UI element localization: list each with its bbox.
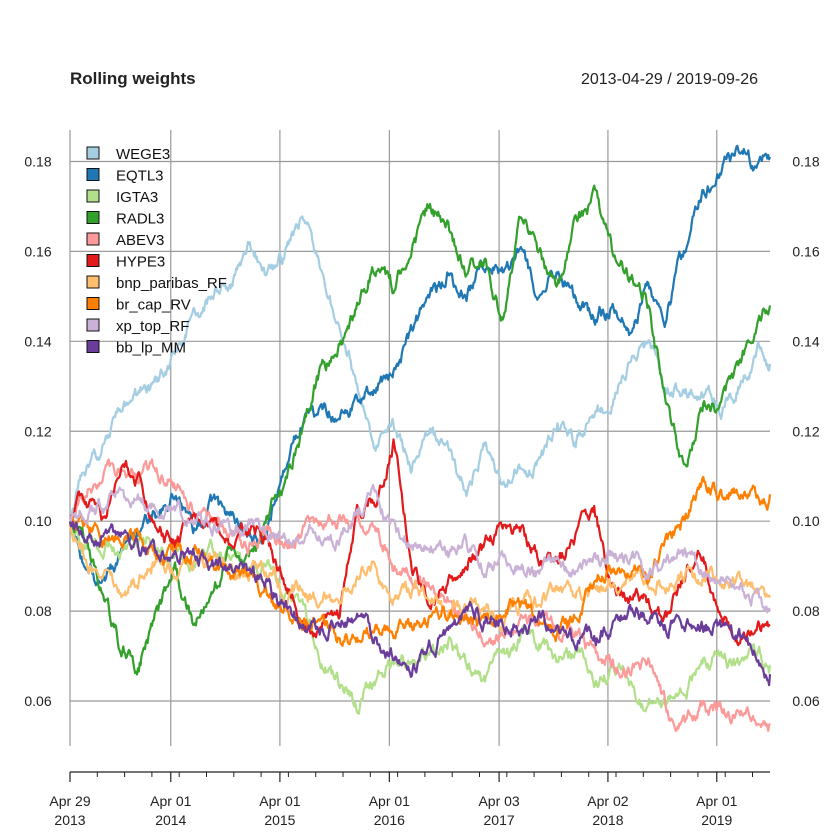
legend-label: ABEV3 (116, 232, 164, 249)
legend: WEGE3 EQTL3 IGTA3 RADL3 ABEV3 HYPE3 bnp_pariba… (86, 146, 227, 357)
series-lines (68, 144, 772, 732)
y-tick-label-right: 0.06 (792, 693, 819, 709)
legend-label: IGTA3 (116, 189, 158, 206)
y-tick-label-right: 0.10 (792, 513, 819, 529)
legend-swatch (86, 146, 100, 160)
legend-label: bnp_paribas_RF (116, 275, 227, 292)
date-range-label: 2013-04-29 / 2019-09-26 (581, 71, 758, 88)
series-line-radl3 (69, 184, 772, 676)
axes: 0.06 0.06 0.08 0.08 0.10 0.10 0.12 0.12 0.14 0.14… (24, 153, 819, 828)
legend-label: bb_lp_MM (116, 340, 186, 357)
x-tick-label-bottom: 2016 (374, 812, 405, 828)
legend-label: EQTL3 (116, 168, 164, 185)
legend-label: RADL3 (116, 211, 164, 228)
legend-label: HYPE3 (116, 254, 165, 271)
y-tick-label-left: 0.08 (24, 603, 51, 619)
legend-swatch (86, 340, 100, 353)
legend-swatch (86, 232, 100, 246)
series-line-xp-top-rf (68, 483, 772, 614)
legend-swatch (86, 318, 100, 332)
x-tick-label-top: Apr 01 (696, 793, 737, 809)
x-tick-label-top: Apr 02 (587, 793, 628, 809)
series-line-eqtl3 (68, 144, 772, 587)
legend-swatch (86, 254, 100, 267)
y-tick-label-right: 0.12 (792, 423, 819, 439)
y-tick-label-left: 0.14 (24, 333, 51, 349)
legend-swatch (86, 168, 100, 181)
legend-label: xp_top_RF (116, 318, 189, 335)
x-tick-label-top: Apr 01 (150, 793, 191, 809)
y-tick-label-right: 0.18 (792, 153, 819, 169)
legend-swatch (86, 189, 100, 203)
legend-swatch (86, 275, 100, 289)
chart-title: Rolling weights (70, 69, 196, 88)
y-tick-label-left: 0.06 (24, 693, 51, 709)
y-tick-label-left: 0.16 (24, 243, 51, 259)
x-tick-label-top: Apr 29 (49, 793, 90, 809)
x-tick-label-bottom: 2013 (54, 812, 85, 828)
y-tick-label-right: 0.14 (792, 333, 819, 349)
y-tick-label-left: 0.18 (24, 153, 51, 169)
x-tick-label-bottom: 2018 (592, 812, 623, 828)
series-line-wege3 (68, 215, 772, 526)
x-tick-label-bottom: 2017 (484, 812, 515, 828)
legend-label: br_cap_RV (116, 297, 191, 314)
legend-swatch (86, 297, 100, 310)
y-tick-label-left: 0.10 (24, 513, 51, 529)
grid (69, 130, 770, 746)
x-tick-label-top: Apr 03 (478, 793, 519, 809)
x-tick-label-bottom: 2019 (701, 812, 732, 828)
x-tick-label-top: Apr 01 (369, 793, 410, 809)
legend-swatch (86, 211, 100, 224)
y-tick-label-right: 0.08 (792, 603, 819, 619)
x-tick-label-top: Apr 01 (259, 793, 300, 809)
x-tick-label-bottom: 2015 (264, 812, 295, 828)
series-line-bb-lp-mm (68, 520, 772, 687)
y-tick-label-left: 0.12 (24, 423, 51, 439)
x-tick-label-bottom: 2014 (155, 812, 186, 828)
series-line-abev3 (68, 458, 771, 732)
y-tick-label-right: 0.16 (792, 243, 819, 259)
legend-label: WEGE3 (116, 146, 170, 163)
